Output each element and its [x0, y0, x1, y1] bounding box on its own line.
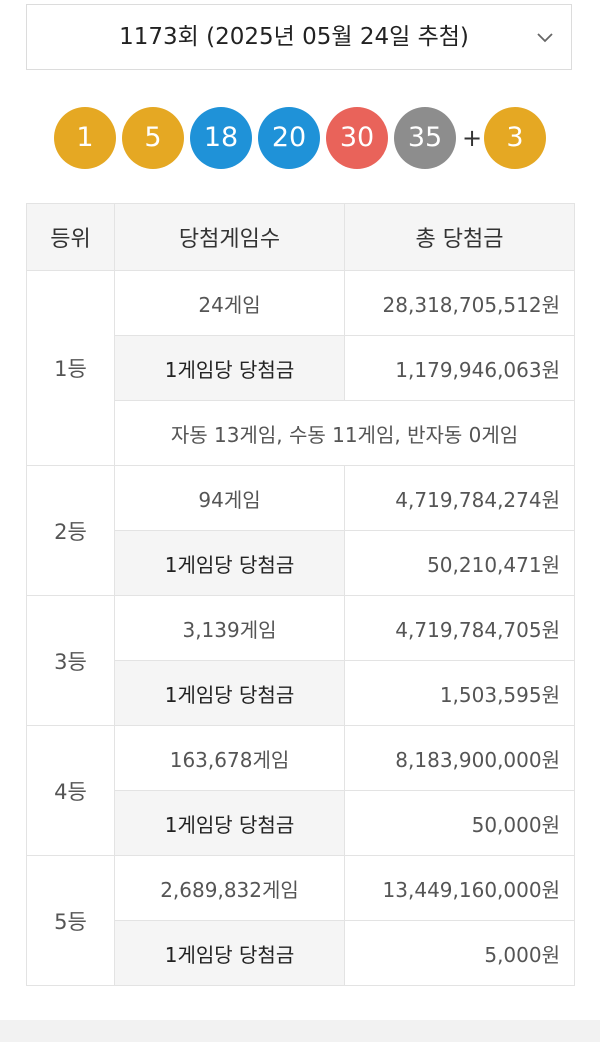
- bonus-ball: 3: [484, 107, 546, 169]
- total-prize-cell: 28,318,705,512원: [344, 270, 575, 336]
- table-row: 1게임당 당첨금 50,210,471원: [27, 530, 575, 596]
- table-row: 1게임당 당첨금 50,000원: [27, 790, 575, 856]
- table-row: 1게임당 당첨금 1,179,946,063원: [27, 335, 575, 401]
- games-cell: 163,678게임: [114, 725, 345, 791]
- table-row: 4등 163,678게임 8,183,900,000원: [26, 725, 575, 856]
- plus-sign: +: [461, 124, 483, 152]
- games-cell: 94게임: [114, 465, 345, 531]
- number-ball: 1: [54, 107, 116, 169]
- rank-cell: 3등: [26, 595, 115, 726]
- per-game-label: 1게임당 당첨금: [114, 920, 345, 986]
- per-game-prize: 50,210,471원: [344, 530, 575, 596]
- number-ball: 35: [394, 107, 456, 169]
- selection-breakdown: 자동 13게임, 수동 11게임, 반자동 0게임: [114, 400, 575, 466]
- round-selector-label: 1173회 (2025년 05월 24일 추첨): [119, 24, 469, 50]
- header-games: 당첨게임수: [114, 203, 345, 271]
- number-ball: 20: [258, 107, 320, 169]
- round-selector[interactable]: 1173회 (2025년 05월 24일 추첨): [26, 4, 572, 70]
- per-game-prize: 5,000원: [344, 920, 575, 986]
- table-row: 5등 2,689,832게임 13,449,160,000원: [26, 855, 575, 986]
- table-header-row: 등위 당첨게임수 총 당첨금: [26, 203, 575, 271]
- per-game-prize: 1,179,946,063원: [344, 335, 575, 401]
- games-cell: 2,689,832게임: [114, 855, 345, 921]
- per-game-label: 1게임당 당첨금: [114, 790, 345, 856]
- table-row: 3등 3,139게임 4,719,784,705원: [26, 595, 575, 726]
- header-total: 총 당첨금: [344, 203, 575, 271]
- total-prize-cell: 8,183,900,000원: [344, 725, 575, 791]
- prize-table: 등위 당첨게임수 총 당첨금 1등 24게임 28,318,705,512원 1…: [26, 203, 575, 986]
- rank-cell: 4등: [26, 725, 115, 856]
- header-rank: 등위: [26, 203, 115, 271]
- table-row: 1게임당 당첨금 1,503,595원: [27, 660, 575, 726]
- table-row: 자동 13게임, 수동 11게임, 반자동 0게임: [27, 400, 575, 466]
- number-ball: 5: [122, 107, 184, 169]
- total-prize-cell: 4,719,784,274원: [344, 465, 575, 531]
- games-cell: 3,139게임: [114, 595, 345, 661]
- table-row: 2등 94게임 4,719,784,274원: [26, 465, 575, 596]
- rank-cell: 2등: [26, 465, 115, 596]
- total-prize-cell: 4,719,784,705원: [344, 595, 575, 661]
- rank-cell: 1등: [26, 270, 115, 466]
- chevron-down-icon[interactable]: [535, 27, 555, 47]
- table-row: 1등 24게임 28,318,705,512원: [26, 270, 575, 466]
- rank-cell: 5등: [26, 855, 115, 986]
- per-game-label: 1게임당 당첨금: [114, 660, 345, 726]
- number-ball: 18: [190, 107, 252, 169]
- per-game-prize: 50,000원: [344, 790, 575, 856]
- total-prize-cell: 13,449,160,000원: [344, 855, 575, 921]
- bottom-bar: [0, 1020, 600, 1042]
- per-game-label: 1게임당 당첨금: [114, 335, 345, 401]
- table-row: 1게임당 당첨금 5,000원: [27, 920, 575, 986]
- per-game-prize: 1,503,595원: [344, 660, 575, 726]
- games-cell: 24게임: [114, 270, 345, 336]
- per-game-label: 1게임당 당첨금: [114, 530, 345, 596]
- number-ball: 30: [326, 107, 388, 169]
